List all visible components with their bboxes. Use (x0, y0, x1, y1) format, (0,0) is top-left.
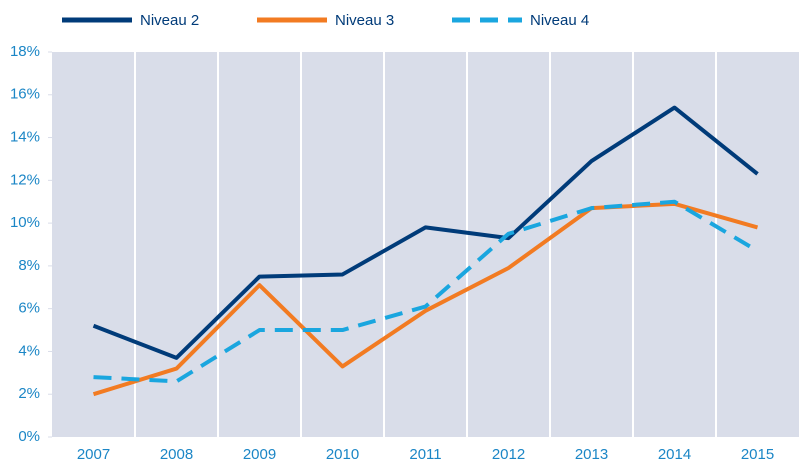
x-tick-label: 2012 (492, 446, 525, 463)
series-line (92, 105, 759, 360)
x-tick-label: 2009 (243, 446, 276, 463)
y-tick-label: 16% (10, 86, 40, 103)
y-tick-label: 14% (10, 129, 40, 146)
y-tick-label: 18% (10, 43, 40, 60)
y-tick-label: 12% (10, 171, 40, 188)
x-tick-label: 2013 (575, 446, 608, 463)
x-tick-label: 2015 (741, 446, 774, 463)
x-tick-label: 2007 (77, 446, 110, 463)
x-tick-label: 2010 (326, 446, 359, 463)
y-tick-label: 6% (18, 300, 40, 317)
y-tick-label: 10% (10, 214, 40, 231)
y-tick-label: 2% (18, 385, 40, 402)
x-tick-label: 2011 (409, 446, 441, 463)
series-line (93, 199, 759, 384)
y-tick-label: 0% (18, 428, 40, 445)
plot-background (52, 52, 799, 437)
x-tick-label: 2014 (658, 446, 691, 463)
y-tick-label: 8% (18, 257, 40, 274)
y-tick-label: 4% (18, 342, 40, 359)
x-tick-label: 2008 (160, 446, 193, 463)
legend-label: Niveau 4 (530, 12, 589, 29)
legend-label: Niveau 3 (335, 12, 394, 29)
legend-label: Niveau 2 (140, 12, 199, 29)
